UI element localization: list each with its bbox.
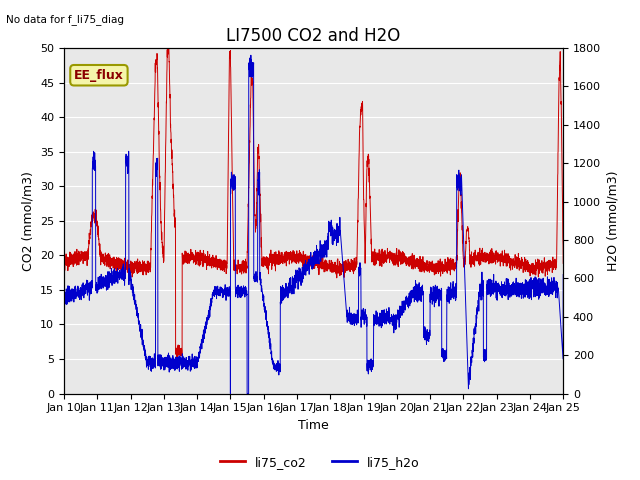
Title: LI7500 CO2 and H2O: LI7500 CO2 and H2O: [227, 27, 401, 45]
Legend: li75_co2, li75_h2o: li75_co2, li75_h2o: [215, 451, 425, 474]
Y-axis label: CO2 (mmol/m3): CO2 (mmol/m3): [22, 171, 35, 271]
Text: EE_flux: EE_flux: [74, 69, 124, 82]
Y-axis label: H2O (mmol/m3): H2O (mmol/m3): [607, 170, 620, 271]
X-axis label: Time: Time: [298, 419, 329, 432]
Text: No data for f_li75_diag: No data for f_li75_diag: [6, 14, 124, 25]
